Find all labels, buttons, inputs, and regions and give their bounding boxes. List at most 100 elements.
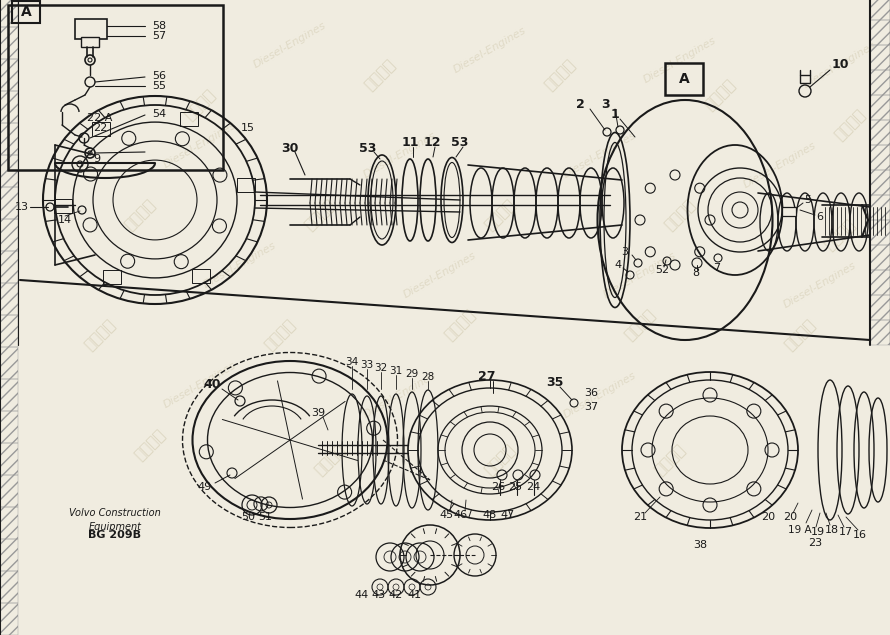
Text: 紫发动力: 紫发动力 [312, 442, 348, 478]
Text: 14: 14 [58, 215, 72, 225]
Text: 39: 39 [311, 408, 325, 418]
Text: Diesel-Engines: Diesel-Engines [742, 140, 818, 190]
Text: 紫发动力: 紫发动力 [702, 77, 738, 113]
Text: 48: 48 [483, 510, 498, 520]
Bar [54, 199, 72, 213]
Text: 49: 49 [198, 482, 212, 492]
Text: 32: 32 [375, 363, 388, 373]
Text: 紫发动力: 紫发动力 [262, 317, 298, 353]
Text: Volvo Construction
Equipment: Volvo Construction Equipment [69, 508, 161, 532]
Text: 55: 55 [152, 81, 166, 91]
Text: Diesel-Engines: Diesel-Engines [162, 120, 239, 170]
Text: Diesel-Engines: Diesel-Engines [802, 40, 878, 90]
Text: 34: 34 [345, 357, 359, 367]
Bar [237, 178, 255, 192]
Bar [103, 270, 121, 284]
Bar [665, 63, 703, 95]
Text: 40: 40 [203, 378, 221, 392]
Text: 5: 5 [805, 195, 812, 205]
Bar [92, 123, 110, 137]
Text: Diesel-Engines: Diesel-Engines [642, 35, 718, 85]
Text: A: A [679, 72, 690, 86]
Text: 紫发动力: 紫发动力 [542, 57, 578, 93]
Text: 紫发动力: 紫发动力 [481, 442, 518, 478]
Text: 15: 15 [241, 123, 255, 133]
Text: 7: 7 [714, 263, 721, 273]
Text: 45: 45 [439, 510, 453, 520]
Text: 26: 26 [491, 482, 505, 492]
Text: 11: 11 [401, 137, 419, 149]
Text: 19: 19 [811, 527, 825, 537]
Text: Diesel-Engines: Diesel-Engines [362, 130, 438, 180]
Text: 37: 37 [584, 402, 598, 412]
Text: 紫发动力: 紫发动力 [651, 442, 688, 478]
Text: 38: 38 [693, 540, 707, 550]
Text: 18: 18 [825, 525, 839, 535]
Text: 29: 29 [405, 369, 418, 379]
Text: Diesel-Engines: Diesel-Engines [562, 370, 638, 420]
Text: 紫发动力: 紫发动力 [362, 57, 398, 93]
Text: 19 A: 19 A [789, 525, 812, 535]
Text: 33: 33 [360, 360, 374, 370]
Text: Diesel-Engines: Diesel-Engines [452, 25, 528, 75]
Text: 13: 13 [15, 202, 29, 212]
Bar [81, 37, 99, 47]
Text: 46: 46 [454, 510, 468, 520]
Text: 紫发动力: 紫发动力 [832, 107, 869, 144]
Bar [800, 75, 810, 83]
Text: 22: 22 [93, 123, 107, 133]
Text: 51: 51 [258, 512, 272, 522]
Text: 紫发动力: 紫发动力 [82, 317, 118, 353]
Text: 4: 4 [614, 260, 621, 270]
Text: 紫发动力: 紫发动力 [122, 197, 158, 233]
Text: 58: 58 [152, 21, 166, 31]
Text: Diesel-Engines: Diesel-Engines [402, 250, 478, 300]
Text: 9: 9 [93, 154, 101, 164]
Bar [12, 1, 40, 23]
Text: BG 209B: BG 209B [88, 530, 142, 540]
Text: 17: 17 [839, 527, 853, 537]
Text: A: A [20, 5, 31, 19]
Text: 47: 47 [501, 510, 515, 520]
Text: Diesel-Engines: Diesel-Engines [202, 240, 278, 290]
Bar [192, 269, 210, 283]
Text: 20: 20 [783, 512, 797, 522]
Text: 紫发动力: 紫发动力 [781, 317, 818, 353]
Text: 44: 44 [355, 590, 369, 600]
Text: 27: 27 [478, 370, 496, 384]
Text: Diesel-Engines: Diesel-Engines [602, 250, 678, 300]
Text: 1: 1 [611, 109, 619, 121]
Text: 紫发动力: 紫发动力 [622, 307, 659, 343]
Text: 16: 16 [853, 530, 867, 540]
Text: 28: 28 [421, 372, 434, 382]
Text: 20: 20 [761, 512, 775, 522]
Text: 31: 31 [390, 366, 402, 376]
Text: 22 A: 22 A [87, 113, 113, 123]
Text: 41: 41 [407, 590, 421, 600]
Text: 紫发动力: 紫发动力 [481, 197, 518, 233]
Text: 3: 3 [621, 247, 628, 257]
Text: 53: 53 [360, 142, 376, 154]
Text: 54: 54 [152, 109, 166, 119]
Bar [75, 19, 107, 39]
Text: 2: 2 [576, 98, 585, 112]
Text: 53: 53 [451, 137, 469, 149]
Text: 23: 23 [808, 538, 822, 548]
Text: 紫发动力: 紫发动力 [821, 217, 858, 253]
Bar [782, 207, 796, 216]
Text: 10: 10 [831, 58, 849, 72]
Text: 50: 50 [241, 512, 255, 522]
Text: Diesel-Engines: Diesel-Engines [252, 20, 328, 70]
Text: 21: 21 [633, 512, 647, 522]
Text: Diesel-Engines: Diesel-Engines [782, 260, 858, 310]
Text: 52: 52 [655, 265, 669, 275]
Text: 12: 12 [424, 137, 441, 149]
Text: 8: 8 [692, 268, 700, 278]
Text: 30: 30 [281, 142, 299, 154]
Text: Diesel-Engines: Diesel-Engines [562, 130, 638, 180]
Text: 24: 24 [526, 482, 540, 492]
Text: 紫发动力: 紫发动力 [441, 307, 478, 343]
Text: 25: 25 [508, 482, 522, 492]
Text: Diesel-Engines: Diesel-Engines [162, 360, 239, 410]
Text: 6: 6 [816, 212, 823, 222]
